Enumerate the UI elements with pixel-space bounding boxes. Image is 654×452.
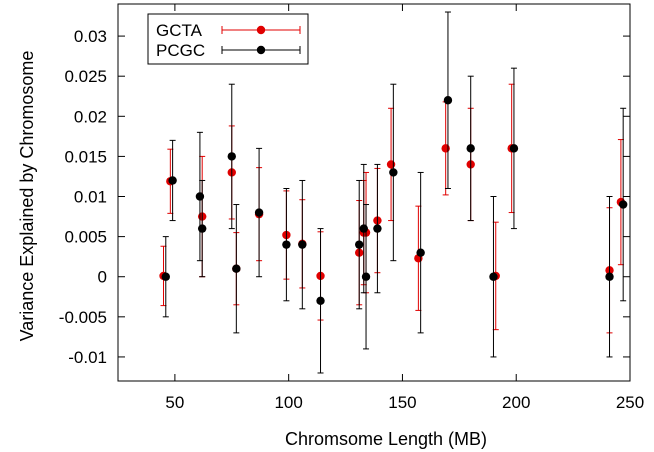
y-axis-title: Variance Explained by Chromosome [17, 51, 37, 342]
y-tick-label: 0.005 [64, 228, 107, 247]
data-point [227, 152, 236, 161]
y-tick-label: 0.025 [64, 67, 107, 86]
axes-layer: 50 100 150 200 250 -0.01 -0.005 0 0.005 0.01 0.015… [59, 3, 644, 412]
y-tick-label: -0.005 [59, 308, 107, 327]
data-point [389, 168, 398, 177]
data-point [509, 144, 519, 153]
legend-marker [256, 45, 266, 55]
data-point [443, 96, 453, 105]
x-tick-label: 250 [616, 393, 644, 412]
data-point [605, 272, 614, 281]
data-point [386, 160, 396, 169]
data-point [441, 144, 450, 153]
data-point [466, 144, 475, 153]
plot-frame [117, 3, 631, 382]
data-point [254, 208, 264, 217]
data-point [232, 264, 241, 273]
legend-label: PCGC [156, 41, 205, 60]
data-point [282, 240, 291, 249]
y-tick-label: -0.01 [68, 348, 107, 367]
data-point [355, 240, 364, 249]
data-point [489, 272, 498, 281]
legend-label: GCTA [156, 21, 203, 40]
legend-box [147, 13, 309, 65]
data-point [618, 200, 628, 209]
x-tick-label: 150 [388, 393, 416, 412]
x-tick-label: 100 [274, 393, 302, 412]
series-pcgc [161, 11, 628, 374]
x-axis-title: Chromsome Length (MB) [285, 429, 487, 449]
data-point [416, 248, 425, 257]
series-layer [159, 11, 628, 374]
data-point [197, 224, 207, 233]
y-tick-label: 0.03 [74, 27, 107, 46]
data-point [168, 176, 177, 185]
data-point [359, 224, 368, 233]
data-point [316, 296, 325, 305]
x-tick-label: 50 [165, 393, 184, 412]
x-tick-label: 200 [502, 393, 530, 412]
y-tick-label: 0.02 [74, 107, 107, 126]
legend-marker [256, 25, 266, 35]
y-tick-label: 0 [98, 268, 107, 287]
data-point [373, 224, 382, 233]
data-point [361, 272, 371, 281]
data-point [161, 272, 170, 281]
data-point [298, 240, 307, 249]
y-tick-label: 0.015 [64, 147, 107, 166]
data-point [195, 192, 205, 201]
y-tick-label: 0.01 [74, 188, 107, 207]
